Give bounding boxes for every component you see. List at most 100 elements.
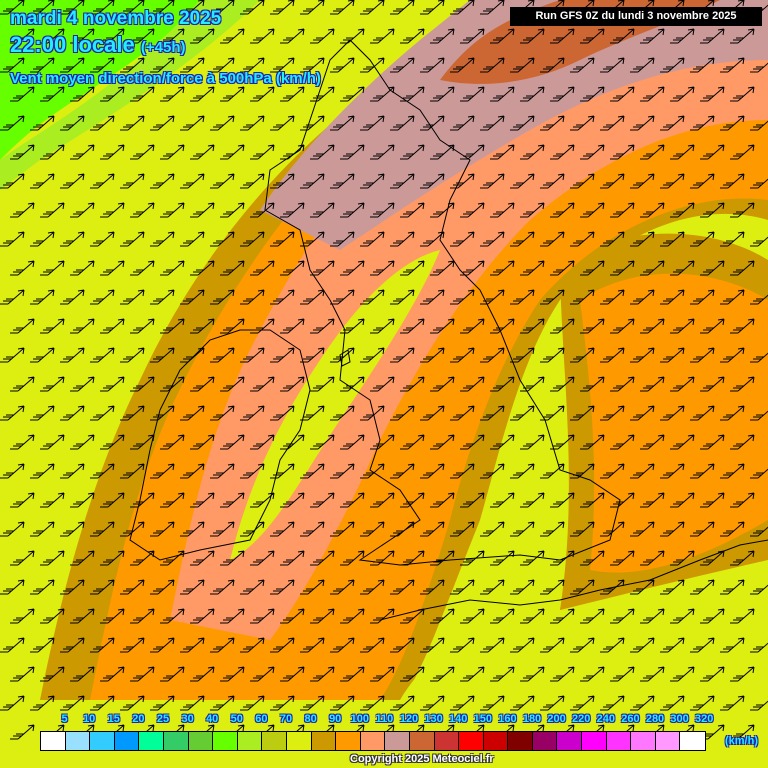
wind-barb: [310, 144, 335, 160]
wind-barb: [70, 434, 95, 450]
wind-barb: [0, 289, 25, 305]
wind-barb: [210, 463, 235, 479]
wind-barb: [720, 289, 745, 305]
wind-barb: [610, 376, 635, 392]
wind-barb: [240, 695, 265, 711]
wind-barb: [720, 463, 745, 479]
wind-barb: [10, 260, 35, 276]
wind-barb: [160, 376, 185, 392]
wind-barb: [570, 695, 595, 711]
wind-barb: [580, 202, 605, 218]
wind-barb: [280, 492, 305, 508]
wind-barb: [310, 202, 335, 218]
legend-swatch: [311, 732, 337, 750]
wind-barb: [720, 57, 745, 73]
wind-barb: [600, 521, 625, 537]
wind-barb: [60, 637, 85, 653]
wind-barb: [340, 144, 365, 160]
wind-barb: [720, 405, 745, 421]
wind-barb: [460, 550, 485, 566]
wind-barb: [70, 202, 95, 218]
wind-barb: [660, 347, 685, 363]
wind-barb: [0, 695, 25, 711]
wind-barb: [510, 57, 535, 73]
wind-barb: [610, 434, 635, 450]
wind-barb: [220, 86, 245, 102]
wind-barb: [270, 0, 295, 15]
legend-label: 200: [547, 713, 566, 725]
wind-barb: [400, 492, 425, 508]
wind-barb: [90, 521, 115, 537]
wind-barb: [60, 57, 85, 73]
wind-barb: [550, 144, 575, 160]
wind-barb: [90, 231, 115, 247]
wind-barb: [240, 115, 265, 131]
wind-barb: [600, 173, 625, 189]
wind-barb: [400, 608, 425, 624]
legend-label: 10: [83, 713, 96, 725]
wind-barb: [610, 144, 635, 160]
wind-barb: [600, 289, 625, 305]
wind-barb: [540, 231, 565, 247]
wind-barb: [690, 463, 715, 479]
wind-barb: [120, 115, 145, 131]
wind-barb: [570, 405, 595, 421]
wind-barb: [70, 144, 95, 160]
wind-barb: [510, 173, 535, 189]
wind-barb: [340, 86, 365, 102]
wind-barb: [570, 579, 595, 595]
legend-label: 50: [230, 713, 243, 725]
wind-barb: [580, 260, 605, 276]
wind-barb: [220, 666, 245, 682]
wind-barb: [100, 608, 125, 624]
wind-barb: [10, 666, 35, 682]
wind-barb: [490, 202, 515, 218]
wind-barb: [730, 666, 755, 682]
wind-barb: [580, 608, 605, 624]
wind-barb: [130, 608, 155, 624]
wind-barb: [340, 260, 365, 276]
forecast-time: 22:00 locale (+45h): [10, 32, 185, 58]
wind-barb: [10, 724, 35, 740]
wind-barb: [390, 347, 415, 363]
wind-barb: [160, 318, 185, 334]
wind-barb: [10, 86, 35, 102]
wind-barb: [370, 376, 395, 392]
wind-barb: [210, 231, 235, 247]
wind-barb: [150, 231, 175, 247]
wind-barb: [460, 86, 485, 102]
wind-barb: [90, 57, 115, 73]
wind-barb: [210, 405, 235, 421]
wind-barb: [0, 579, 25, 595]
wind-barb: [310, 608, 335, 624]
wind-barb: [420, 695, 445, 711]
wind-barb: [130, 28, 155, 44]
wind-barb: [190, 260, 215, 276]
wind-barb: [40, 434, 65, 450]
wind-barb: [490, 318, 515, 334]
wind-barb: [460, 28, 485, 44]
wind-zone-orange-east: [580, 273, 768, 573]
wind-barb: [480, 173, 505, 189]
wind-barb: [670, 260, 695, 276]
wind-barb: [180, 0, 205, 15]
wind-barb: [450, 115, 475, 131]
legend-label: 150: [473, 713, 492, 725]
wind-barb: [300, 57, 325, 73]
wind-barb: [150, 57, 175, 73]
wind-barb: [30, 521, 55, 537]
wind-barb: [490, 608, 515, 624]
wind-barb: [720, 347, 745, 363]
wind-barb: [550, 608, 575, 624]
wind-barb: [370, 608, 395, 624]
wind-barb: [640, 376, 665, 392]
legend-swatch: [188, 732, 214, 750]
wind-barb: [660, 173, 685, 189]
wind-barb: [580, 434, 605, 450]
wind-barb: [30, 57, 55, 73]
wind-barb: [610, 608, 635, 624]
wind-barb: [0, 637, 25, 653]
wind-barb: [160, 550, 185, 566]
wind-barb: [570, 289, 595, 305]
wind-barb: [40, 144, 65, 160]
